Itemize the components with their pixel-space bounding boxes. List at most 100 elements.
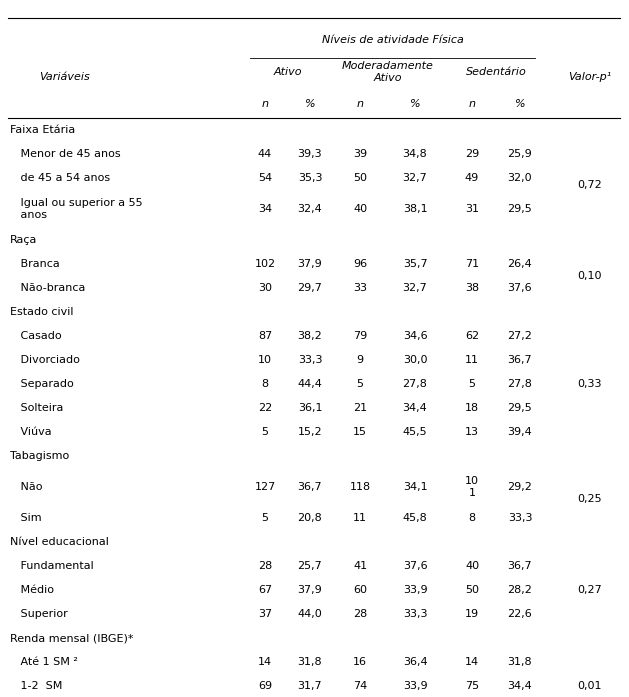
Text: 37,9: 37,9: [298, 259, 323, 269]
Text: 29: 29: [465, 149, 479, 159]
Text: 0,01: 0,01: [578, 681, 602, 691]
Text: 60: 60: [353, 585, 367, 595]
Text: Médio: Médio: [10, 585, 54, 595]
Text: Fundamental: Fundamental: [10, 561, 94, 571]
Text: 22: 22: [258, 403, 272, 413]
Text: 25,7: 25,7: [298, 561, 323, 571]
Text: 8: 8: [262, 379, 269, 389]
Text: Nível educacional: Nível educacional: [10, 537, 109, 547]
Text: 32,7: 32,7: [403, 283, 427, 293]
Text: 1-2  SM: 1-2 SM: [10, 681, 62, 691]
Text: 36,7: 36,7: [298, 482, 322, 492]
Text: 35,3: 35,3: [298, 173, 322, 183]
Text: 14: 14: [465, 657, 479, 667]
Text: %: %: [304, 99, 315, 109]
Text: 35,7: 35,7: [403, 259, 427, 269]
Text: Solteira: Solteira: [10, 403, 64, 413]
Text: 34,4: 34,4: [403, 403, 427, 413]
Text: 87: 87: [258, 331, 272, 341]
Text: 62: 62: [465, 331, 479, 341]
Text: 33: 33: [353, 283, 367, 293]
Text: 11: 11: [353, 513, 367, 523]
Text: 31,8: 31,8: [298, 657, 322, 667]
Text: 5: 5: [262, 513, 269, 523]
Text: 36,4: 36,4: [403, 657, 427, 667]
Text: 36,7: 36,7: [508, 355, 532, 365]
Text: 9: 9: [357, 355, 364, 365]
Text: 5: 5: [469, 379, 476, 389]
Text: 37: 37: [258, 609, 272, 619]
Text: 37,9: 37,9: [298, 585, 323, 595]
Text: 102: 102: [255, 259, 276, 269]
Text: 29,5: 29,5: [508, 403, 532, 413]
Text: Estado civil: Estado civil: [10, 307, 74, 317]
Text: 33,9: 33,9: [403, 585, 427, 595]
Text: Até 1 SM ²: Até 1 SM ²: [10, 657, 78, 667]
Text: 8: 8: [469, 513, 476, 523]
Text: 39,4: 39,4: [508, 427, 532, 437]
Text: 34,6: 34,6: [403, 331, 427, 341]
Text: 13: 13: [465, 427, 479, 437]
Text: 38,2: 38,2: [298, 331, 323, 341]
Text: Não-branca: Não-branca: [10, 283, 86, 293]
Text: Tabagismo: Tabagismo: [10, 451, 69, 461]
Text: 18: 18: [465, 403, 479, 413]
Text: 29,2: 29,2: [508, 482, 532, 492]
Text: 27,8: 27,8: [508, 379, 532, 389]
Text: 50: 50: [353, 173, 367, 183]
Text: 49: 49: [465, 173, 479, 183]
Text: 10
1: 10 1: [465, 476, 479, 498]
Text: 29,7: 29,7: [298, 283, 323, 293]
Text: 25,9: 25,9: [508, 149, 532, 159]
Text: 41: 41: [353, 561, 367, 571]
Text: n: n: [469, 99, 476, 109]
Text: %: %: [515, 99, 525, 109]
Text: 32,0: 32,0: [508, 173, 532, 183]
Text: Níveis de atividade Física: Níveis de atividade Física: [321, 35, 464, 45]
Text: 37,6: 37,6: [508, 283, 532, 293]
Text: 31: 31: [465, 204, 479, 214]
Text: 44: 44: [258, 149, 272, 159]
Text: 69: 69: [258, 681, 272, 691]
Text: Viúva: Viúva: [10, 427, 52, 437]
Text: 14: 14: [258, 657, 272, 667]
Text: 11: 11: [465, 355, 479, 365]
Text: 75: 75: [465, 681, 479, 691]
Text: 36,7: 36,7: [508, 561, 532, 571]
Text: 33,9: 33,9: [403, 681, 427, 691]
Text: 27,2: 27,2: [508, 331, 532, 341]
Text: Valor-p¹: Valor-p¹: [569, 72, 611, 82]
Text: %: %: [409, 99, 420, 109]
Text: 36,1: 36,1: [298, 403, 322, 413]
Text: 0,72: 0,72: [577, 180, 603, 190]
Text: 29,5: 29,5: [508, 204, 532, 214]
Text: 33,3: 33,3: [403, 609, 427, 619]
Text: 33,3: 33,3: [298, 355, 322, 365]
Text: Não: Não: [10, 482, 43, 492]
Text: 15,2: 15,2: [298, 427, 322, 437]
Text: 45,8: 45,8: [403, 513, 427, 523]
Text: Variáveis: Variáveis: [40, 72, 91, 82]
Text: 40: 40: [353, 204, 367, 214]
Text: 38,1: 38,1: [403, 204, 427, 214]
Text: 79: 79: [353, 331, 367, 341]
Text: 40: 40: [465, 561, 479, 571]
Text: 44,0: 44,0: [298, 609, 323, 619]
Text: 16: 16: [353, 657, 367, 667]
Text: 28: 28: [258, 561, 272, 571]
Text: 34,4: 34,4: [508, 681, 532, 691]
Text: 96: 96: [353, 259, 367, 269]
Text: 50: 50: [465, 585, 479, 595]
Text: 0,27: 0,27: [577, 585, 603, 595]
Text: 19: 19: [465, 609, 479, 619]
Text: 10: 10: [258, 355, 272, 365]
Text: Casado: Casado: [10, 331, 62, 341]
Text: 71: 71: [465, 259, 479, 269]
Text: 5: 5: [262, 427, 269, 437]
Text: 28,2: 28,2: [508, 585, 532, 595]
Text: 34,8: 34,8: [403, 149, 427, 159]
Text: 34,1: 34,1: [403, 482, 427, 492]
Text: 39,3: 39,3: [298, 149, 322, 159]
Text: 22,6: 22,6: [508, 609, 532, 619]
Text: 5: 5: [357, 379, 364, 389]
